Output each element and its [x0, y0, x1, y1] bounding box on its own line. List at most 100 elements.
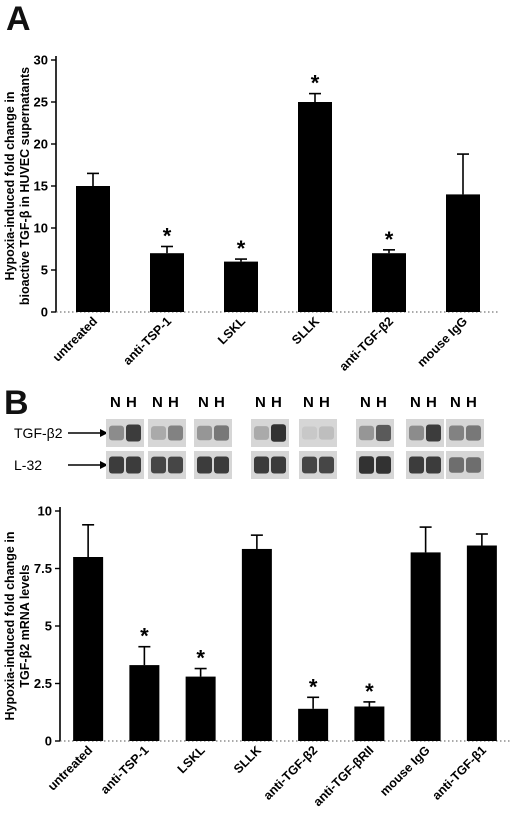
blot-band — [168, 456, 183, 474]
bar — [372, 253, 406, 312]
y-tick-label: 5 — [45, 619, 52, 634]
category-label: SLLK — [289, 314, 322, 347]
blot-band — [214, 425, 229, 441]
blot-band — [376, 456, 391, 474]
lane-label: N — [303, 394, 314, 411]
bar — [354, 706, 385, 741]
blot-band — [449, 457, 464, 473]
category-label: LSKL — [175, 743, 208, 776]
y-tick-label: 20 — [34, 137, 48, 152]
bar — [241, 548, 272, 741]
lane-label: H — [376, 394, 387, 411]
blot-band — [319, 456, 334, 474]
significance-marker: * — [140, 624, 149, 649]
significance-marker: * — [311, 71, 320, 96]
category-label: untreated — [45, 743, 95, 793]
y-tick-label: 5 — [41, 263, 48, 278]
blot-band — [376, 424, 391, 442]
blot-row-label: L-32 — [14, 457, 42, 473]
blot-band — [254, 456, 269, 474]
y-tick-label: 2.5 — [34, 676, 52, 691]
blot-band — [466, 457, 481, 473]
blot-band — [151, 456, 166, 474]
category-label: anti-TSP-1 — [121, 314, 175, 368]
blot-band — [426, 456, 441, 474]
blot-band — [319, 426, 334, 440]
lane-label: H — [319, 394, 330, 411]
y-tick-label: 25 — [34, 95, 48, 110]
bar — [410, 552, 441, 741]
chart-b: 0 2.5 5 7.5 10 Hypoxia-induced fold change in… — [3, 504, 510, 809]
y-tick-label: 0 — [45, 734, 52, 749]
blot-band — [197, 425, 212, 441]
significance-marker: * — [385, 227, 394, 252]
category-label: mouse IgG — [377, 743, 433, 799]
bar — [129, 665, 160, 741]
bar — [185, 676, 216, 741]
category-label: anti-TSP-1 — [98, 743, 152, 797]
lane-label: N — [360, 394, 371, 411]
blot-band — [409, 456, 424, 474]
lane-label: N — [450, 394, 461, 411]
lane-label: H — [466, 394, 477, 411]
bar — [298, 102, 332, 312]
blot-band — [271, 456, 286, 474]
blot-band — [359, 425, 374, 441]
bar — [76, 186, 110, 312]
blot-band — [151, 426, 166, 440]
category-label: anti-TGF-β2 — [261, 743, 321, 803]
lane-label: H — [214, 394, 225, 411]
blot-band — [109, 425, 124, 441]
bar — [73, 557, 104, 741]
blot-row-label: TGF-β2 — [14, 425, 63, 441]
significance-marker: * — [163, 223, 172, 248]
panel-b-letter: B — [4, 384, 29, 422]
blot-band — [168, 425, 183, 441]
blot-band — [359, 456, 374, 474]
y-tick-label: 10 — [38, 504, 52, 519]
category-label: SLLK — [231, 743, 264, 776]
y-axis-label: TGF-β2 mRNA levels — [18, 564, 32, 687]
blot-band — [214, 456, 229, 474]
y-tick-label: 0 — [41, 305, 48, 320]
y-axis-label: Hypoxia-induced fold change in — [3, 92, 17, 281]
lane-label: H — [126, 394, 137, 411]
y-tick-label: 15 — [34, 179, 48, 194]
chart-a: 0 5 10 15 20 25 30 Hypoxia-induced fold change … — [3, 53, 500, 374]
y-axis-label: Hypoxia-induced fold change in — [3, 532, 17, 721]
category-label: anti-TGF-βRII — [311, 743, 377, 809]
significance-marker: * — [196, 646, 205, 671]
y-tick-label: 10 — [34, 221, 48, 236]
lane-label: N — [410, 394, 421, 411]
blot-band — [302, 456, 317, 474]
blot-band — [409, 425, 424, 441]
lane-label: H — [271, 394, 282, 411]
significance-marker: * — [237, 236, 246, 261]
y-tick-label: 30 — [34, 53, 48, 68]
blot-band — [302, 426, 317, 440]
significance-marker: * — [309, 674, 318, 699]
category-label: LSKL — [215, 314, 248, 347]
blot-band — [126, 424, 141, 442]
lane-label: H — [168, 394, 179, 411]
lane-label: H — [426, 394, 437, 411]
blot-band — [466, 425, 481, 441]
bar — [298, 708, 329, 741]
blot-band — [109, 456, 124, 474]
blot-band — [449, 425, 464, 441]
blot-band — [271, 424, 286, 442]
y-axis-label: bioactive TGF-β in HUVEC supernatants — [18, 67, 32, 305]
bar — [150, 253, 184, 312]
lane-label: N — [198, 394, 209, 411]
blot-band — [426, 424, 441, 442]
category-label: anti-TGF-β1 — [430, 743, 490, 803]
blot-band — [197, 456, 212, 474]
bar — [224, 261, 258, 312]
bar — [446, 194, 480, 312]
blot-band — [254, 426, 269, 440]
category-label: anti-TGF-β2 — [337, 314, 397, 374]
blot-band — [126, 456, 141, 474]
blot-arrowhead — [100, 461, 108, 469]
significance-marker: * — [365, 679, 374, 704]
